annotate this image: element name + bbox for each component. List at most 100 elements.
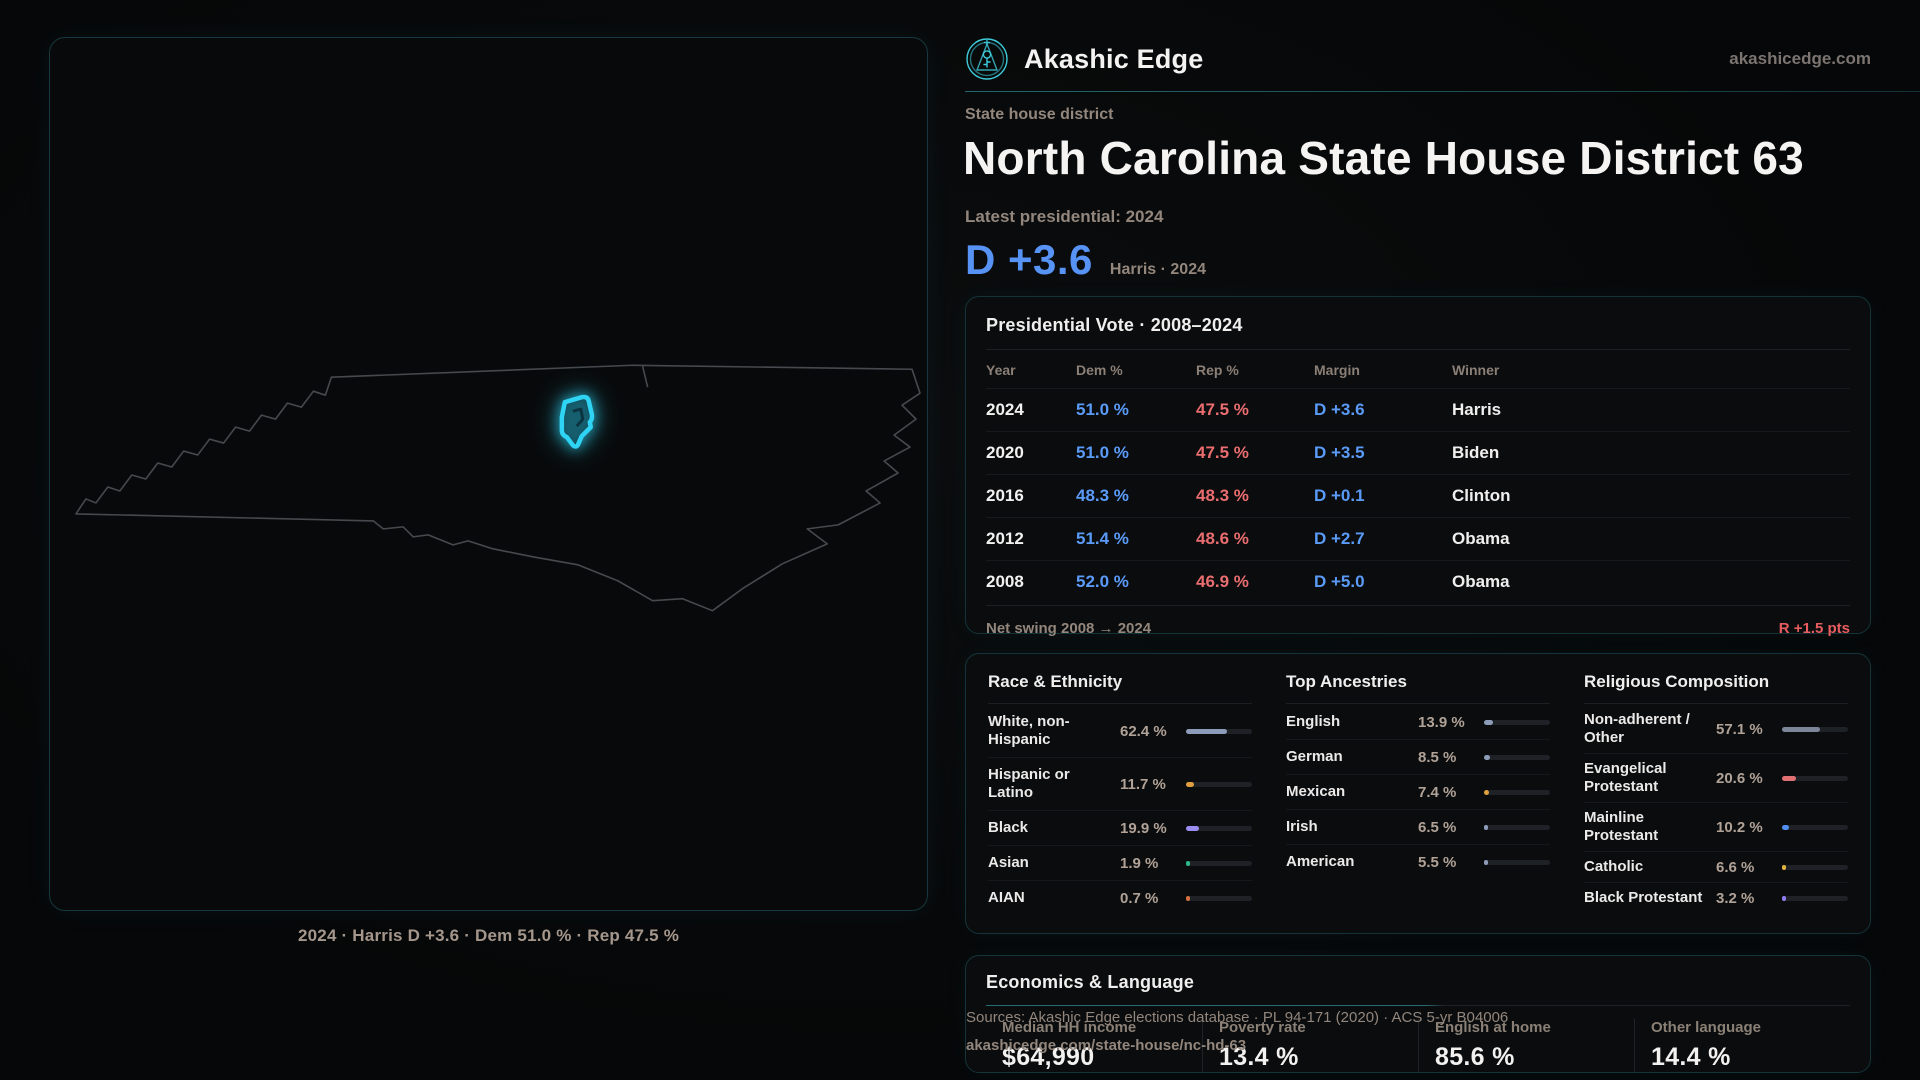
stat-value: 1.9 % xyxy=(1120,854,1159,872)
stat-bar xyxy=(1186,728,1252,734)
stat-value: 5.5 % xyxy=(1418,853,1457,871)
year-cell: 2020 xyxy=(986,443,1024,462)
net-swing-row: Net swing 2008 → 2024 R +1.5 pts xyxy=(986,605,1850,637)
page-title: North Carolina State House District 63 xyxy=(963,132,1804,184)
winner-cell: Harris xyxy=(1452,400,1502,419)
stat-value: 3.2 % xyxy=(1716,889,1755,907)
divider xyxy=(988,703,1252,704)
stat-label: Mainline Protestant xyxy=(1584,809,1659,844)
stat-bar-fill xyxy=(1186,860,1190,866)
brand-domain-link[interactable]: akashicedge.com xyxy=(1729,49,1871,68)
table-row: 2012 51.4 % 48.6 % D +2.7 Obama xyxy=(986,517,1850,560)
stat-median-income: Median HH income $64,990 xyxy=(986,1019,1202,1072)
stat-bar xyxy=(1782,824,1848,830)
stat-value: 11.7 % xyxy=(1120,775,1166,793)
divider xyxy=(986,349,1850,350)
presidential-table-header: Year Dem % Rep % Margin Winner xyxy=(986,350,1850,388)
stat-value: 14.4 % xyxy=(1651,1043,1731,1071)
stat-value: 6.6 % xyxy=(1716,858,1755,876)
stat-bar xyxy=(1484,824,1550,830)
divider xyxy=(986,1005,1850,1006)
table-row: 2024 51.0 % 47.5 % D +3.6 Harris xyxy=(986,388,1850,431)
stat-bar-fill xyxy=(1484,824,1489,830)
stat-value: 0.7 % xyxy=(1120,889,1159,907)
stat-bar-fill xyxy=(1484,754,1490,760)
stat-label: Irish xyxy=(1286,818,1318,835)
col-year: Year xyxy=(986,362,1016,378)
brand-header: Akashic Edge akashicedge.com xyxy=(965,36,1920,82)
stat-bar xyxy=(1782,726,1848,732)
district-type-kicker: State house district xyxy=(965,106,1114,123)
stat-bar xyxy=(1186,860,1252,866)
rep-cell: 47.5 % xyxy=(1196,400,1249,419)
religious-composition-title: Religious Composition xyxy=(1584,672,1770,691)
headline-margin-value: D +3.6 xyxy=(965,236,1093,283)
race-ethnicity-panel: Race & Ethnicity White, non-Hispanic 62.… xyxy=(988,672,1252,915)
rep-cell: 48.3 % xyxy=(1196,486,1249,505)
stat-bar xyxy=(1186,781,1252,787)
stat-label: Other language xyxy=(1651,1019,1762,1036)
net-swing-value: R +1.5 pts xyxy=(1778,620,1850,637)
dem-cell: 51.0 % xyxy=(1076,443,1129,462)
year-cell: 2012 xyxy=(986,529,1024,548)
list-item: Black Protestant 3.2 % xyxy=(1584,883,1848,913)
list-item: American 5.5 % xyxy=(1286,845,1550,879)
permalink[interactable]: akashicedge.com/state-house/nc-hd-63 xyxy=(966,1037,1247,1054)
stat-label: Mexican xyxy=(1286,783,1346,800)
stat-bar-fill xyxy=(1186,781,1194,787)
stat-value: 57.1 % xyxy=(1716,720,1763,738)
stat-value: 20.6 % xyxy=(1716,769,1763,787)
year-cell: 2024 xyxy=(986,400,1024,419)
stat-value: 10.2 % xyxy=(1716,818,1763,836)
economics-language-title: Economics & Language xyxy=(986,972,1195,992)
stat-bar-fill xyxy=(1484,719,1494,725)
stat-label: White, non-Hispanic xyxy=(988,713,1070,748)
stat-bar-fill xyxy=(1782,895,1786,901)
list-item: Mainline Protestant 10.2 % xyxy=(1584,803,1848,852)
list-item: Catholic 6.6 % xyxy=(1584,852,1848,883)
stat-bar-fill xyxy=(1782,864,1787,870)
headline-margin: D +3.6 Harris · 2024 xyxy=(965,236,1206,284)
stat-label: Non-adherent / Other xyxy=(1584,711,1690,746)
stat-label: Evangelical Protestant xyxy=(1584,760,1667,795)
stat-label: American xyxy=(1286,853,1355,870)
stat-bar-fill xyxy=(1186,825,1200,831)
header-divider xyxy=(965,91,1920,92)
list-item: Non-adherent / Other 57.1 % xyxy=(1584,705,1848,754)
stat-value: $64,990 xyxy=(1002,1043,1095,1071)
stat-english-at-home: English at home 85.6 % xyxy=(1418,1019,1634,1072)
margin-cell: D +3.5 xyxy=(1314,443,1365,462)
demographics-card: Race & Ethnicity White, non-Hispanic 62.… xyxy=(965,653,1871,934)
stat-value: 7.4 % xyxy=(1418,783,1457,801)
stat-label: Poverty rate xyxy=(1219,1019,1306,1036)
divider xyxy=(1584,703,1848,704)
rep-cell: 46.9 % xyxy=(1196,572,1249,591)
winner-cell: Clinton xyxy=(1452,486,1511,505)
divider xyxy=(1286,703,1550,704)
akashic-edge-logo-icon xyxy=(966,38,1008,80)
winner-cell: Obama xyxy=(1452,529,1510,548)
stat-value: 62.4 % xyxy=(1120,722,1167,740)
list-item: Evangelical Protestant 20.6 % xyxy=(1584,754,1848,803)
stat-bar-fill xyxy=(1484,859,1488,865)
stat-bar-fill xyxy=(1782,726,1820,732)
religious-composition-panel: Religious Composition Non-adherent / Oth… xyxy=(1584,672,1848,915)
brand-name: Akashic Edge xyxy=(1024,43,1204,74)
dem-cell: 51.4 % xyxy=(1076,529,1129,548)
year-cell: 2016 xyxy=(986,486,1024,505)
stat-label: English xyxy=(1286,713,1341,730)
dem-cell: 51.0 % xyxy=(1076,400,1129,419)
stat-label: Hispanic or Latino xyxy=(988,766,1070,801)
margin-cell: D +3.6 xyxy=(1314,400,1365,419)
winner-cell: Biden xyxy=(1452,443,1500,462)
stat-label: Median HH income xyxy=(1002,1019,1137,1036)
stat-bar-fill xyxy=(1186,728,1228,734)
district-63-highlight[interactable] xyxy=(559,394,595,449)
top-ancestries-title: Top Ancestries xyxy=(1286,672,1407,691)
stat-bar-fill xyxy=(1782,824,1789,830)
margin-cell: D +0.1 xyxy=(1314,486,1365,505)
rep-cell: 47.5 % xyxy=(1196,443,1249,462)
stat-label: Black Protestant xyxy=(1584,889,1703,906)
stat-label: English at home xyxy=(1435,1019,1551,1036)
stat-bar xyxy=(1782,895,1848,901)
